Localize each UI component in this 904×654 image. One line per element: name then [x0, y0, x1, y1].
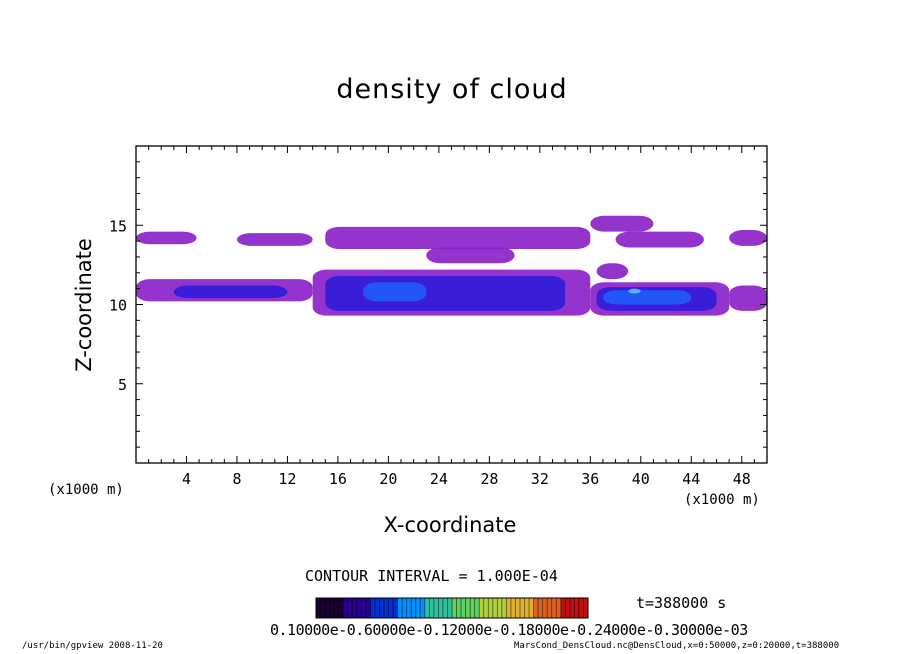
x-unit-left: (x1000 m) [48, 482, 124, 498]
footer-right: MarsCond_DensCloud.nc@DensCloud,x=0:5000… [514, 641, 839, 651]
colorbar-labels: 0.10000e-0.60000e-0.12000e-0.18000e-0.24… [270, 621, 748, 639]
cloud-region-16 [603, 290, 691, 304]
x-tick-label: 44 [682, 470, 700, 488]
x-tick-label: 24 [430, 470, 448, 488]
cloud-region-3 [426, 247, 514, 263]
cloud-region-17 [628, 289, 641, 294]
y-tick-label: 10 [109, 297, 127, 315]
x-unit-right: (x1000 m) [684, 492, 760, 508]
cloud-region-1 [237, 233, 313, 246]
cloud-region-5 [616, 232, 704, 248]
x-tick-label: 16 [329, 470, 347, 488]
colorbar [316, 598, 589, 618]
x-tick-label: 12 [278, 470, 296, 488]
cloud-region-15 [363, 282, 426, 301]
time-label: t=388000 s [636, 594, 726, 612]
cloud-region-4 [590, 216, 653, 232]
x-axis-label: X-coordinate [300, 513, 600, 537]
y-tick-label: 15 [109, 217, 127, 235]
x-tick-label: 4 [182, 470, 191, 488]
x-tick-label: 28 [480, 470, 498, 488]
x-tick-label: 8 [232, 470, 241, 488]
cloud-region-0 [136, 232, 197, 245]
cloud-region-7 [597, 263, 629, 279]
x-tick-label: 20 [379, 470, 397, 488]
cloud-region-13 [325, 276, 565, 311]
cloud-region-11 [729, 285, 767, 310]
y-axis-label: Z-coordinate [72, 238, 96, 372]
x-tick-label: 32 [531, 470, 549, 488]
x-tick-label: 36 [581, 470, 599, 488]
x-tick-label: 40 [632, 470, 650, 488]
x-tick-label: 48 [733, 470, 751, 488]
cloud-region-12 [174, 285, 288, 298]
cloud-region-6 [729, 230, 767, 246]
cloud-density-field [136, 216, 767, 316]
contour-interval: CONTOUR INTERVAL = 1.000E-04 [305, 567, 558, 585]
footer-left: /usr/bin/gpview 2008-11-20 [22, 641, 163, 651]
y-tick-label: 5 [118, 376, 127, 394]
cloud-region-2 [325, 227, 590, 249]
